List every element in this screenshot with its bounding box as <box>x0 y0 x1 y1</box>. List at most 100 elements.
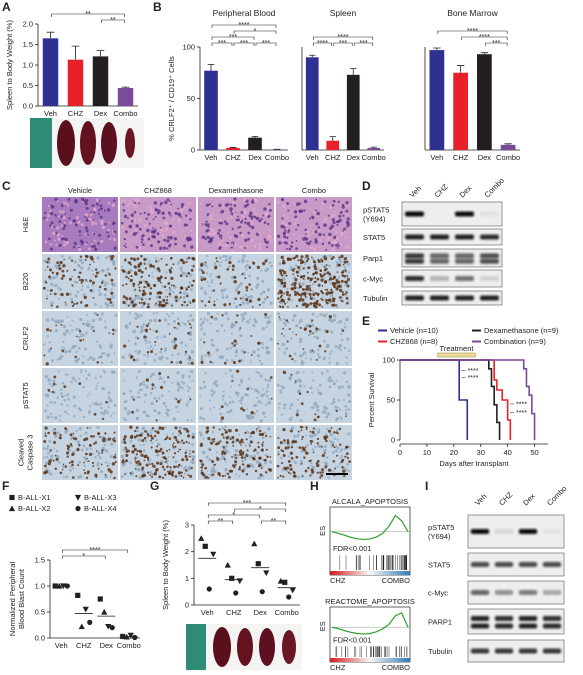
cell <box>260 402 263 405</box>
significance-label: *** <box>339 40 347 47</box>
cell <box>267 400 271 404</box>
band <box>494 590 514 595</box>
stained-cell <box>315 462 319 465</box>
cell <box>45 318 50 322</box>
stained-cell <box>253 457 256 461</box>
cell <box>209 275 212 278</box>
stained-cell <box>111 462 116 466</box>
stained-cell <box>310 302 313 305</box>
cell <box>328 376 332 380</box>
cell <box>318 229 321 232</box>
cell <box>334 405 337 409</box>
cell <box>154 352 158 356</box>
cell <box>240 399 243 402</box>
tissue <box>42 254 118 309</box>
stained-cell <box>293 286 297 290</box>
cell <box>96 463 100 467</box>
stained-cell <box>82 338 85 341</box>
stained-cell <box>79 339 82 342</box>
cell <box>49 472 53 476</box>
bar <box>429 50 445 151</box>
cell <box>127 339 130 343</box>
stained-cell <box>211 459 215 463</box>
cell <box>71 329 74 332</box>
cell <box>211 212 214 215</box>
stained-cell <box>52 459 55 462</box>
stained-cell <box>201 463 205 467</box>
stained-cell <box>45 362 49 366</box>
cell <box>235 473 238 476</box>
cell <box>72 467 75 470</box>
stained-cell <box>309 430 312 433</box>
cell <box>278 262 282 266</box>
stained-cell <box>300 255 304 259</box>
stained-cell <box>46 265 49 268</box>
stained-cell <box>166 466 168 469</box>
cell <box>345 214 348 217</box>
cell <box>63 224 67 228</box>
stained-cell <box>203 277 207 281</box>
cell <box>127 410 131 414</box>
cell <box>85 447 89 451</box>
cell <box>178 426 182 430</box>
cell <box>166 459 169 463</box>
cell <box>231 243 234 246</box>
stained-cell <box>309 439 313 443</box>
band <box>405 276 424 281</box>
cell <box>247 351 250 354</box>
stained-cell <box>319 471 322 474</box>
cell <box>168 288 173 293</box>
cell <box>61 465 65 469</box>
stained-cell <box>336 284 340 288</box>
cell <box>146 353 149 356</box>
stained-cell <box>183 300 187 304</box>
stained-cell <box>63 385 67 389</box>
cell <box>159 226 162 229</box>
stained-cell <box>145 324 149 328</box>
cell <box>149 391 153 395</box>
cell <box>52 379 56 383</box>
cell <box>282 225 286 229</box>
band <box>430 276 449 281</box>
cell <box>282 238 285 241</box>
cell <box>346 463 349 466</box>
cell <box>96 403 100 406</box>
cell <box>143 362 147 365</box>
stained-cell <box>145 463 149 467</box>
cell <box>99 375 103 378</box>
stained-cell <box>341 271 344 274</box>
micrograph <box>276 425 352 480</box>
cell <box>154 216 157 219</box>
cell <box>245 268 248 271</box>
stained-cell <box>240 407 244 411</box>
bar <box>367 147 381 150</box>
x-tick-label: CHZ <box>226 608 242 617</box>
cell <box>142 449 146 453</box>
stained-cell <box>140 270 144 274</box>
stained-cell <box>126 298 129 301</box>
stained-cell <box>320 473 324 477</box>
stained-cell <box>184 452 187 455</box>
stained-cell <box>137 264 141 268</box>
cell <box>323 220 326 224</box>
stained-cell <box>85 476 89 479</box>
cell <box>206 312 211 316</box>
stained-cell <box>253 448 257 452</box>
cell <box>137 369 141 373</box>
cell <box>190 209 193 212</box>
stained-cell <box>261 445 264 447</box>
cell <box>331 218 335 222</box>
x-tick-label: 0 <box>398 448 402 457</box>
cell <box>331 204 335 207</box>
cell <box>339 243 342 246</box>
cell <box>255 285 259 289</box>
band <box>518 623 538 629</box>
cell <box>208 399 211 402</box>
cell <box>98 343 101 346</box>
stained-cell <box>187 271 191 275</box>
stained-cell <box>248 445 251 447</box>
cell <box>202 380 206 384</box>
cell <box>229 347 232 350</box>
cell <box>208 284 211 288</box>
cell <box>144 439 148 443</box>
